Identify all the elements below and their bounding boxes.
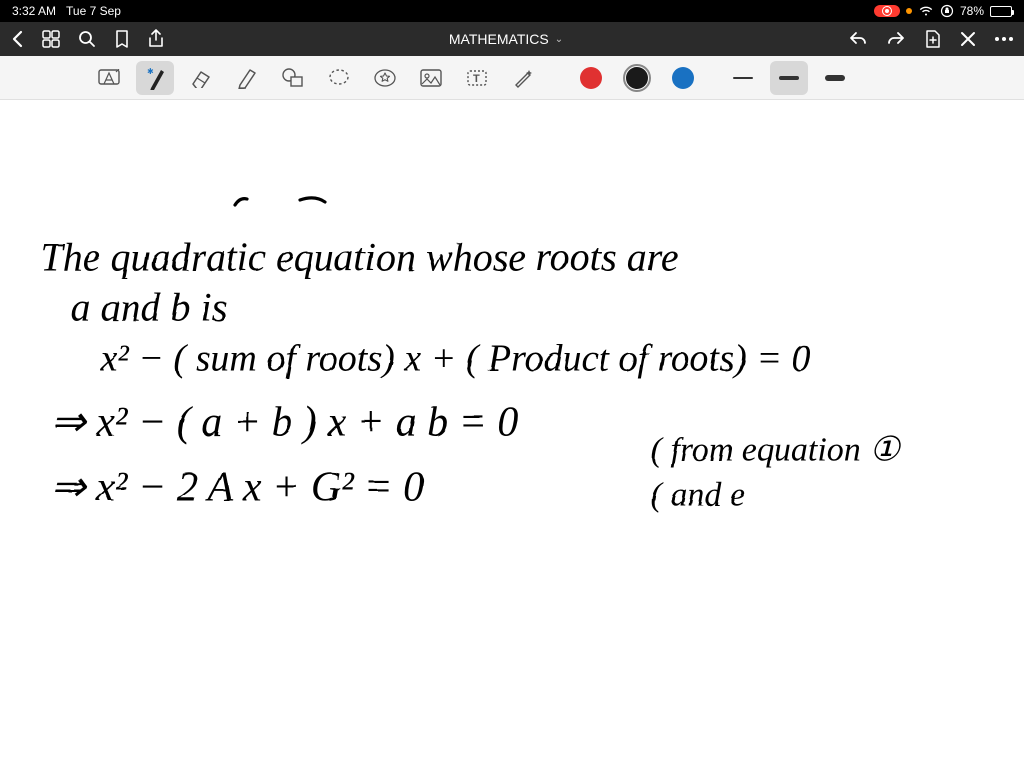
status-bar: 3:32 AM Tue 7 Sep 78% <box>0 0 1024 22</box>
undo-icon[interactable] <box>848 30 868 48</box>
status-time: 3:32 AM <box>12 4 56 18</box>
svg-text:⇒ x² − 2 A x + G² = 0: ⇒ x² − 2 A x + G² = 0 <box>50 464 424 510</box>
color-swatch-red <box>580 67 602 89</box>
status-date: Tue 7 Sep <box>66 4 121 18</box>
bookmark-icon[interactable] <box>114 29 130 49</box>
color-black-button[interactable] <box>618 61 656 95</box>
image-tool-button[interactable] <box>412 61 450 95</box>
stroke-medium-button[interactable] <box>770 61 808 95</box>
battery-percent: 78% <box>960 4 984 18</box>
svg-text:⇒ x² − ( a + b ) x + a b: ⇒ x² − ( a + b ) x + a b = 0 <box>50 399 518 445</box>
pen-tool-button[interactable]: ✱ <box>136 61 174 95</box>
canvas[interactable]: The quadratic equation whose roots are a … <box>0 100 1024 768</box>
svg-text:The quadratic equation whose r: The quadratic equation whose roots are <box>40 234 678 279</box>
svg-text:T: T <box>473 73 480 85</box>
eraser-tool-button[interactable] <box>182 61 220 95</box>
nav-bar: MATHEMATICS ⌄ <box>0 22 1024 56</box>
wifi-icon <box>918 5 934 17</box>
svg-text:( from equation ①: ( from equation ① <box>650 431 901 468</box>
svg-text:✱: ✱ <box>147 67 154 76</box>
stroke-thin-button[interactable] <box>724 61 762 95</box>
handwriting-layer: The quadratic equation whose roots are a … <box>0 100 1024 768</box>
redo-icon[interactable] <box>886 30 906 48</box>
orientation-lock-icon <box>940 4 954 18</box>
screen-record-indicator[interactable] <box>874 5 900 17</box>
battery-icon <box>990 6 1012 17</box>
highlighter-tool-button[interactable] <box>228 61 266 95</box>
share-icon[interactable] <box>148 29 164 49</box>
more-icon[interactable] <box>994 36 1014 42</box>
favorites-tool-button[interactable] <box>366 61 404 95</box>
svg-text:( and e: ( and e <box>650 476 744 513</box>
color-blue-button[interactable] <box>664 61 702 95</box>
color-swatch-black <box>626 67 648 89</box>
text-tool-button[interactable]: T <box>458 61 496 95</box>
search-icon[interactable] <box>78 30 96 48</box>
svg-text:x² − ( sum of roots) x + ( Pro: x² − ( sum of roots) x + ( Product of ro… <box>99 337 810 379</box>
read-mode-button[interactable] <box>90 61 128 95</box>
stroke-thick-button[interactable] <box>816 61 854 95</box>
add-page-icon[interactable] <box>924 29 942 49</box>
close-icon[interactable] <box>960 31 976 47</box>
chevron-down-icon: ⌄ <box>555 34 563 45</box>
lasso-tool-button[interactable] <box>320 61 358 95</box>
toolbar: ✱ T <box>0 56 1024 100</box>
mic-indicator-icon <box>906 8 912 14</box>
color-red-button[interactable] <box>572 61 610 95</box>
document-title-button[interactable]: MATHEMATICS ⌄ <box>164 31 848 47</box>
grid-icon[interactable] <box>42 30 60 48</box>
back-icon[interactable] <box>10 30 24 48</box>
color-swatch-blue <box>672 67 694 89</box>
magic-tool-button[interactable] <box>504 61 542 95</box>
svg-text:a and b is: a and b is <box>70 284 227 329</box>
shapes-tool-button[interactable] <box>274 61 312 95</box>
document-title: MATHEMATICS <box>449 31 549 47</box>
